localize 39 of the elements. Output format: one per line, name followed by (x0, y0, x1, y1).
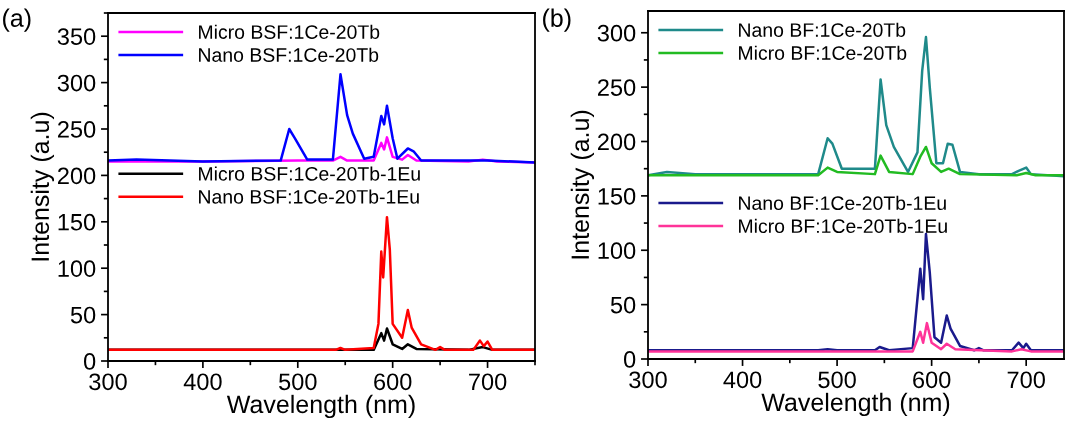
y-axis-title: Intensity (a.u) (570, 110, 595, 259)
legend-label: Nano BF:1Ce-20Tb (739, 22, 906, 37)
text: (a) (3, 8, 31, 32)
y-tick-label: 0 (83, 353, 96, 370)
y-tick-label: 100 (598, 242, 636, 260)
legend-label: Micro BF:1Ce-20Tb (739, 45, 907, 60)
x-axis-title: Wavelength (nm) (761, 392, 950, 417)
y-tick-label: 200 (597, 133, 636, 151)
y-tick-label: 200 (57, 167, 96, 185)
y-tick-label: 250 (57, 121, 96, 138)
y-tick-label: 350 (57, 28, 96, 45)
y-tick-label: 250 (597, 79, 636, 96)
x-tick-label: 600 (374, 373, 412, 391)
x-tick-label: 500 (279, 373, 317, 391)
x-axis-title: Wavelength (nm) (226, 394, 415, 419)
y-tick-label: 150 (598, 187, 636, 205)
y-tick-label: 300 (597, 24, 636, 42)
x-tick-label: 300 (629, 371, 667, 389)
y-tick-label: 150 (58, 213, 96, 231)
legend-label: Micro BF:1Ce-20Tb-1Eu (739, 218, 947, 234)
y-tick-label: 300 (57, 74, 96, 92)
y-tick-label: 50 (610, 296, 636, 314)
x-tick-label: 400 (183, 373, 222, 391)
legend-label: Micro BSF:1Ce-20Tb (199, 24, 380, 39)
legend-label: Micro BSF:1Ce-20Tb-1Eu (199, 166, 420, 181)
x-tick-label: 300 (89, 373, 127, 391)
x-tick-label: 400 (723, 371, 762, 389)
y-tick-label: 100 (58, 260, 96, 277)
x-tick-label: 700 (1007, 371, 1045, 389)
legend-label: Nano BSF:1Ce-20Tb (199, 47, 379, 62)
text: (b) (543, 8, 571, 32)
y-tick-label: 50 (70, 306, 96, 324)
x-tick-label: 700 (469, 373, 507, 391)
legend-label: Nano BF:1Ce-20Tb-1Eu (739, 195, 946, 211)
y-axis-title: Intensity (a.u) (30, 112, 55, 261)
legend-label: Nano BSF:1Ce-20Tb-1Eu (199, 189, 419, 204)
y-tick-label: 0 (623, 351, 636, 368)
x-tick-label: 600 (913, 371, 951, 389)
x-tick-label: 500 (818, 371, 856, 389)
